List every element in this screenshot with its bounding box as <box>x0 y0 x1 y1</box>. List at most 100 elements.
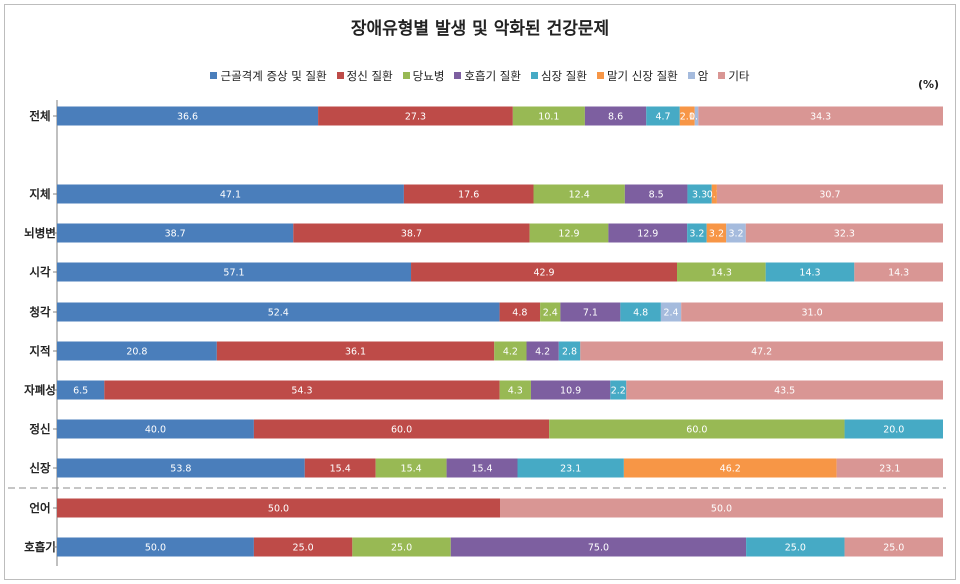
data-label: 23.1 <box>560 464 581 475</box>
data-label: 60.0 <box>391 425 412 436</box>
bar-segment <box>57 458 305 478</box>
data-label: 15.4 <box>471 464 492 475</box>
legend-swatch <box>454 72 462 79</box>
bar-segment <box>57 106 319 126</box>
data-label: 2.4 <box>543 308 558 319</box>
data-label: 25.0 <box>391 543 412 554</box>
bar-segment <box>57 341 217 361</box>
bar-segment <box>104 380 500 400</box>
category-label: 자폐성 <box>24 383 56 397</box>
data-label: 2.1 <box>680 112 695 123</box>
data-label: 75.0 <box>588 543 609 554</box>
bar-segment <box>57 223 294 243</box>
data-label: 30.7 <box>819 190 840 201</box>
bar-segment <box>580 341 943 361</box>
data-label: 14.3 <box>888 268 909 279</box>
category-label: 호흡기 <box>24 540 56 554</box>
legend-label: 호흡기 질환 <box>464 69 521 83</box>
data-label: 20.8 <box>126 347 147 358</box>
bar-segment <box>352 537 451 557</box>
data-label: 4.3 <box>508 386 523 397</box>
data-label: 8.6 <box>608 112 623 123</box>
data-label: 8.5 <box>649 190 664 201</box>
category-label: 지적 <box>29 344 50 358</box>
legend-swatch <box>530 72 538 79</box>
bar-segment <box>540 302 561 322</box>
bar-segment <box>216 341 495 361</box>
bar-segment <box>57 302 500 322</box>
category-label: 정신 <box>29 422 50 436</box>
bar-segment <box>677 262 766 282</box>
data-label: 2.2 <box>611 386 626 397</box>
bar-segment <box>57 498 500 518</box>
bar-segment <box>549 419 845 439</box>
bar-segment <box>608 223 688 243</box>
data-label: 20.0 <box>883 425 904 436</box>
data-label: 25.0 <box>293 543 314 554</box>
legend-item: 호흡기 질환 <box>454 68 521 84</box>
bar-segment <box>854 262 943 282</box>
bar-segment <box>57 380 105 400</box>
data-label: 10.1 <box>538 112 559 123</box>
chart-frame <box>4 4 956 580</box>
bar-segment <box>57 419 254 439</box>
category-label: 신장 <box>29 461 51 475</box>
legend-swatch <box>336 72 344 79</box>
legend-item: 정신 질환 <box>336 68 393 84</box>
data-label: 0.7 <box>707 190 722 201</box>
data-label: 15.4 <box>330 464 351 475</box>
category-label: 뇌병변 <box>24 226 56 240</box>
bar-segment <box>745 223 943 243</box>
bar-segment <box>694 106 699 126</box>
data-label: 4.2 <box>535 347 550 358</box>
data-label: 46.2 <box>720 464 741 475</box>
bar-segment <box>623 458 837 478</box>
data-label: 23.1 <box>879 464 900 475</box>
bar-segment <box>533 184 625 204</box>
unit-label: (%) <box>918 78 940 91</box>
data-label: 4.8 <box>512 308 527 319</box>
bar-segment <box>293 223 530 243</box>
data-label: 0.5 <box>689 112 704 123</box>
data-label: 25.0 <box>883 543 904 554</box>
data-label: 3.2 <box>709 229 724 240</box>
bar-segment <box>499 380 531 400</box>
legend-label: 당뇨병 <box>412 69 445 83</box>
data-label: 4.2 <box>503 347 518 358</box>
data-label: 32.3 <box>834 229 855 240</box>
bar-segment <box>500 498 943 518</box>
data-label: 3.3 <box>692 190 707 201</box>
data-label: 14.3 <box>799 268 820 279</box>
bar-segment <box>646 106 680 126</box>
bar-segment <box>375 458 447 478</box>
bar-segment <box>716 184 943 204</box>
bar-segment <box>679 106 695 126</box>
legend-item: 기타 <box>718 68 750 84</box>
data-label: 17.6 <box>458 190 479 201</box>
category-label: 시각 <box>29 265 51 279</box>
data-label: 36.6 <box>177 112 198 123</box>
data-label: 54.3 <box>291 386 312 397</box>
bar-segment <box>584 106 647 126</box>
data-label: 47.1 <box>220 190 241 201</box>
legend-item: 근골격계 증상 및 질환 <box>210 68 327 84</box>
data-label: 36.1 <box>345 347 366 358</box>
data-label: 34.3 <box>810 112 831 123</box>
bar-segment <box>558 341 581 361</box>
chart-title: 장애유형별 발생 및 악화된 건강문제 <box>350 19 610 39</box>
data-label: 3.2 <box>689 229 704 240</box>
data-label: 12.9 <box>637 229 658 240</box>
bar-segment <box>626 380 943 400</box>
category-label: 청각 <box>29 305 51 319</box>
bar-segment <box>530 380 611 400</box>
bar-segment <box>512 106 585 126</box>
bar-segment <box>253 537 353 557</box>
bar-segment <box>57 537 254 557</box>
bar-segment <box>660 302 682 322</box>
category-label: 전체 <box>29 109 50 123</box>
bar-segment <box>403 184 534 204</box>
data-label: 2.8 <box>562 347 577 358</box>
data-label: 12.4 <box>569 190 590 201</box>
data-label: 53.8 <box>170 464 191 475</box>
bar-segment <box>726 223 746 243</box>
